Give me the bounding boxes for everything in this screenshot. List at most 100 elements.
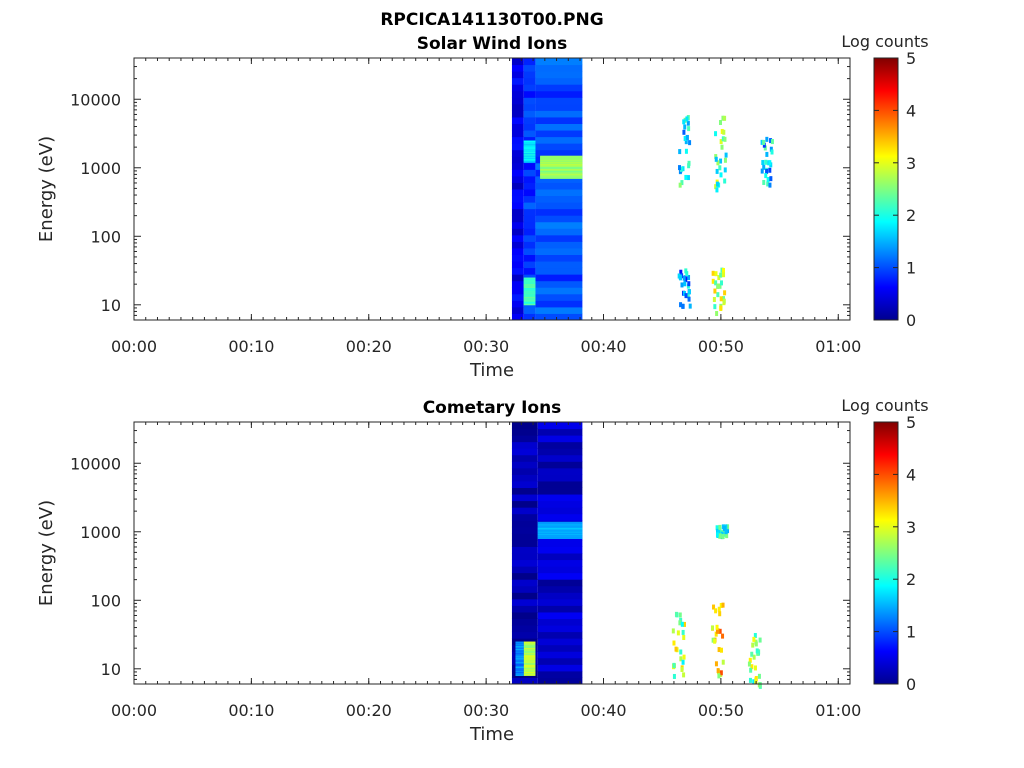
x-axis-label: Time bbox=[469, 724, 514, 745]
spectrogram-cell bbox=[535, 300, 583, 308]
spectrogram-point bbox=[762, 142, 766, 148]
spectrogram-cell bbox=[540, 169, 583, 171]
spectrogram-cell bbox=[511, 559, 538, 567]
spectrogram-point bbox=[752, 654, 756, 660]
spectrogram-cell bbox=[535, 110, 583, 118]
x-tick-label: 00:50 bbox=[698, 337, 744, 356]
y-tick-label: 10000 bbox=[70, 90, 121, 109]
spectrogram-cell bbox=[535, 293, 583, 301]
spectrogram-point bbox=[683, 124, 687, 130]
spectrogram-cell bbox=[535, 254, 583, 262]
spectrogram-cell bbox=[523, 282, 536, 285]
spectrogram-cell bbox=[511, 313, 524, 321]
spectrogram-cell bbox=[537, 605, 583, 613]
spectrogram-cell bbox=[523, 169, 536, 177]
spectrogram-cell bbox=[523, 146, 536, 148]
spectrogram-cell bbox=[523, 157, 536, 159]
spectrogram-cell bbox=[523, 84, 536, 92]
spectrogram-cell bbox=[540, 164, 583, 166]
spectrogram-cell bbox=[540, 176, 583, 178]
spectrogram-cell bbox=[523, 280, 536, 282]
spectrogram-cell bbox=[523, 666, 536, 669]
spectrogram-point bbox=[688, 140, 692, 146]
spectrogram-cell bbox=[523, 644, 536, 646]
spectrogram-cell bbox=[523, 648, 536, 650]
spectrogram-point bbox=[711, 278, 715, 284]
spectrogram-point bbox=[676, 630, 680, 636]
spectrogram-cell bbox=[540, 177, 583, 179]
spectrogram-point bbox=[715, 624, 719, 630]
spectrogram-cell bbox=[523, 670, 536, 672]
spectrogram-cell bbox=[537, 521, 583, 523]
spectrogram-point bbox=[721, 136, 725, 142]
spectrogram-point bbox=[762, 179, 766, 185]
spectrogram-cell bbox=[515, 643, 524, 645]
spectrogram-point bbox=[720, 128, 724, 134]
spectrogram-point bbox=[717, 606, 721, 612]
spectrogram-cell bbox=[523, 302, 536, 304]
spectrogram-point bbox=[725, 533, 729, 539]
spectrogram-cell bbox=[515, 669, 524, 671]
spectrogram-point bbox=[714, 154, 718, 160]
spectrogram-point bbox=[681, 629, 685, 635]
spectrogram-point bbox=[713, 288, 717, 294]
y-tick-label: 10000 bbox=[70, 454, 121, 473]
spectrogram-cell bbox=[523, 655, 536, 657]
x-tick-label: 00:30 bbox=[463, 337, 509, 356]
spectrogram-cell bbox=[540, 163, 583, 165]
spectrogram-point bbox=[722, 526, 726, 532]
spectrogram-cell bbox=[537, 461, 583, 469]
spectrogram-cell bbox=[511, 526, 538, 534]
spectrogram-cell bbox=[511, 579, 538, 587]
spectrogram-cell bbox=[540, 159, 583, 161]
spectrogram-cell bbox=[537, 454, 583, 462]
spectrogram-point bbox=[719, 158, 723, 164]
spectrogram-point bbox=[682, 634, 686, 640]
spectrogram-point bbox=[766, 177, 770, 183]
spectrogram-point bbox=[687, 289, 691, 295]
spectrogram-point bbox=[682, 290, 686, 296]
spectrogram-cell bbox=[523, 291, 536, 293]
y-tick-label: 10 bbox=[101, 660, 121, 679]
panel-title: Solar Wind Ions bbox=[417, 34, 568, 54]
spectrogram-point bbox=[770, 149, 774, 155]
spectrogram-cell bbox=[523, 161, 536, 163]
spectrogram-cell bbox=[537, 507, 583, 515]
spectrogram-point bbox=[678, 165, 682, 171]
spectrogram-point bbox=[719, 647, 723, 653]
spectrogram-point bbox=[752, 636, 756, 642]
spectrogram-point bbox=[710, 625, 714, 631]
y-tick-label: 100 bbox=[90, 591, 121, 610]
spectrogram-cell bbox=[511, 585, 538, 593]
spectrogram-cell bbox=[511, 494, 538, 502]
spectrogram-cell bbox=[511, 677, 538, 685]
spectrogram-cell bbox=[537, 539, 583, 547]
spectrogram-point bbox=[752, 679, 756, 685]
spectrogram-point bbox=[713, 304, 717, 310]
spectrogram-point bbox=[718, 165, 722, 171]
spectrogram-cell bbox=[515, 653, 524, 655]
spectrogram-cell bbox=[515, 654, 524, 656]
spectrogram-point bbox=[766, 181, 770, 187]
spectrogram-point bbox=[679, 302, 683, 308]
spectrogram-cell bbox=[523, 182, 536, 190]
spectrogram-cell bbox=[511, 169, 524, 177]
spectrogram-cell bbox=[523, 295, 536, 297]
x-tick-label: 00:40 bbox=[580, 701, 626, 720]
spectrogram-point bbox=[686, 175, 690, 181]
spectrogram-point bbox=[717, 647, 721, 653]
spectrogram-cell bbox=[540, 167, 583, 169]
spectrogram-cell bbox=[523, 156, 536, 158]
spectrogram-cell bbox=[540, 162, 583, 164]
spectrogram-cell bbox=[523, 287, 536, 289]
spectrogram-cell bbox=[511, 293, 524, 301]
spectrogram-cell bbox=[535, 71, 583, 79]
spectrogram-point bbox=[764, 173, 768, 179]
spectrogram-cell bbox=[535, 130, 583, 138]
spectrogram-point bbox=[682, 621, 686, 627]
spectrogram-cell bbox=[537, 480, 583, 488]
spectrogram-cell bbox=[535, 103, 583, 111]
spectrogram-cell bbox=[523, 157, 536, 160]
spectrogram-cell bbox=[523, 647, 536, 649]
spectrogram-point bbox=[679, 656, 683, 662]
